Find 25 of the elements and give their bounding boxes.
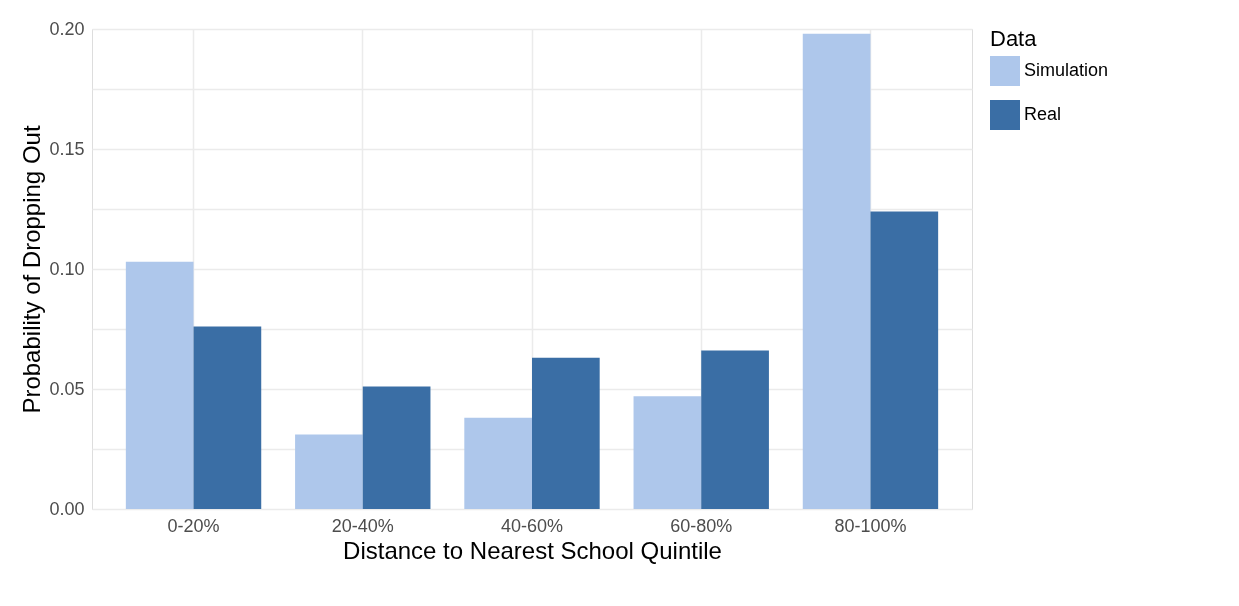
x-tick-label: 60-80% [670, 515, 733, 536]
bar [870, 211, 939, 509]
x-tick-label: 80-100% [834, 515, 907, 536]
legend-label: Real [1024, 104, 1062, 124]
x-tick-label: 40-60% [500, 515, 564, 536]
x-tick-label: 20-40% [331, 515, 394, 536]
bar [362, 386, 431, 509]
bar [193, 326, 262, 509]
y-tick-label: 0.05 [49, 378, 85, 399]
bar [701, 350, 769, 509]
bar [532, 357, 600, 509]
bar [802, 33, 871, 509]
legend-label: Simulation [1024, 60, 1109, 80]
y-tick-label: 0.20 [49, 18, 85, 39]
x-tick-label: 0-20% [167, 515, 220, 536]
bar [464, 417, 532, 509]
x-axis-title: Distance to Nearest School Quintile [343, 536, 722, 564]
bar [125, 261, 194, 509]
y-tick-label: 0.15 [49, 138, 85, 159]
bar [633, 396, 702, 509]
legend-title: Data [990, 26, 1038, 51]
bar [295, 434, 363, 509]
y-tick-label: 0.10 [49, 258, 85, 279]
y-tick-label: 0.00 [49, 498, 85, 519]
y-axis-title: Probability of Dropping Out [18, 125, 46, 414]
